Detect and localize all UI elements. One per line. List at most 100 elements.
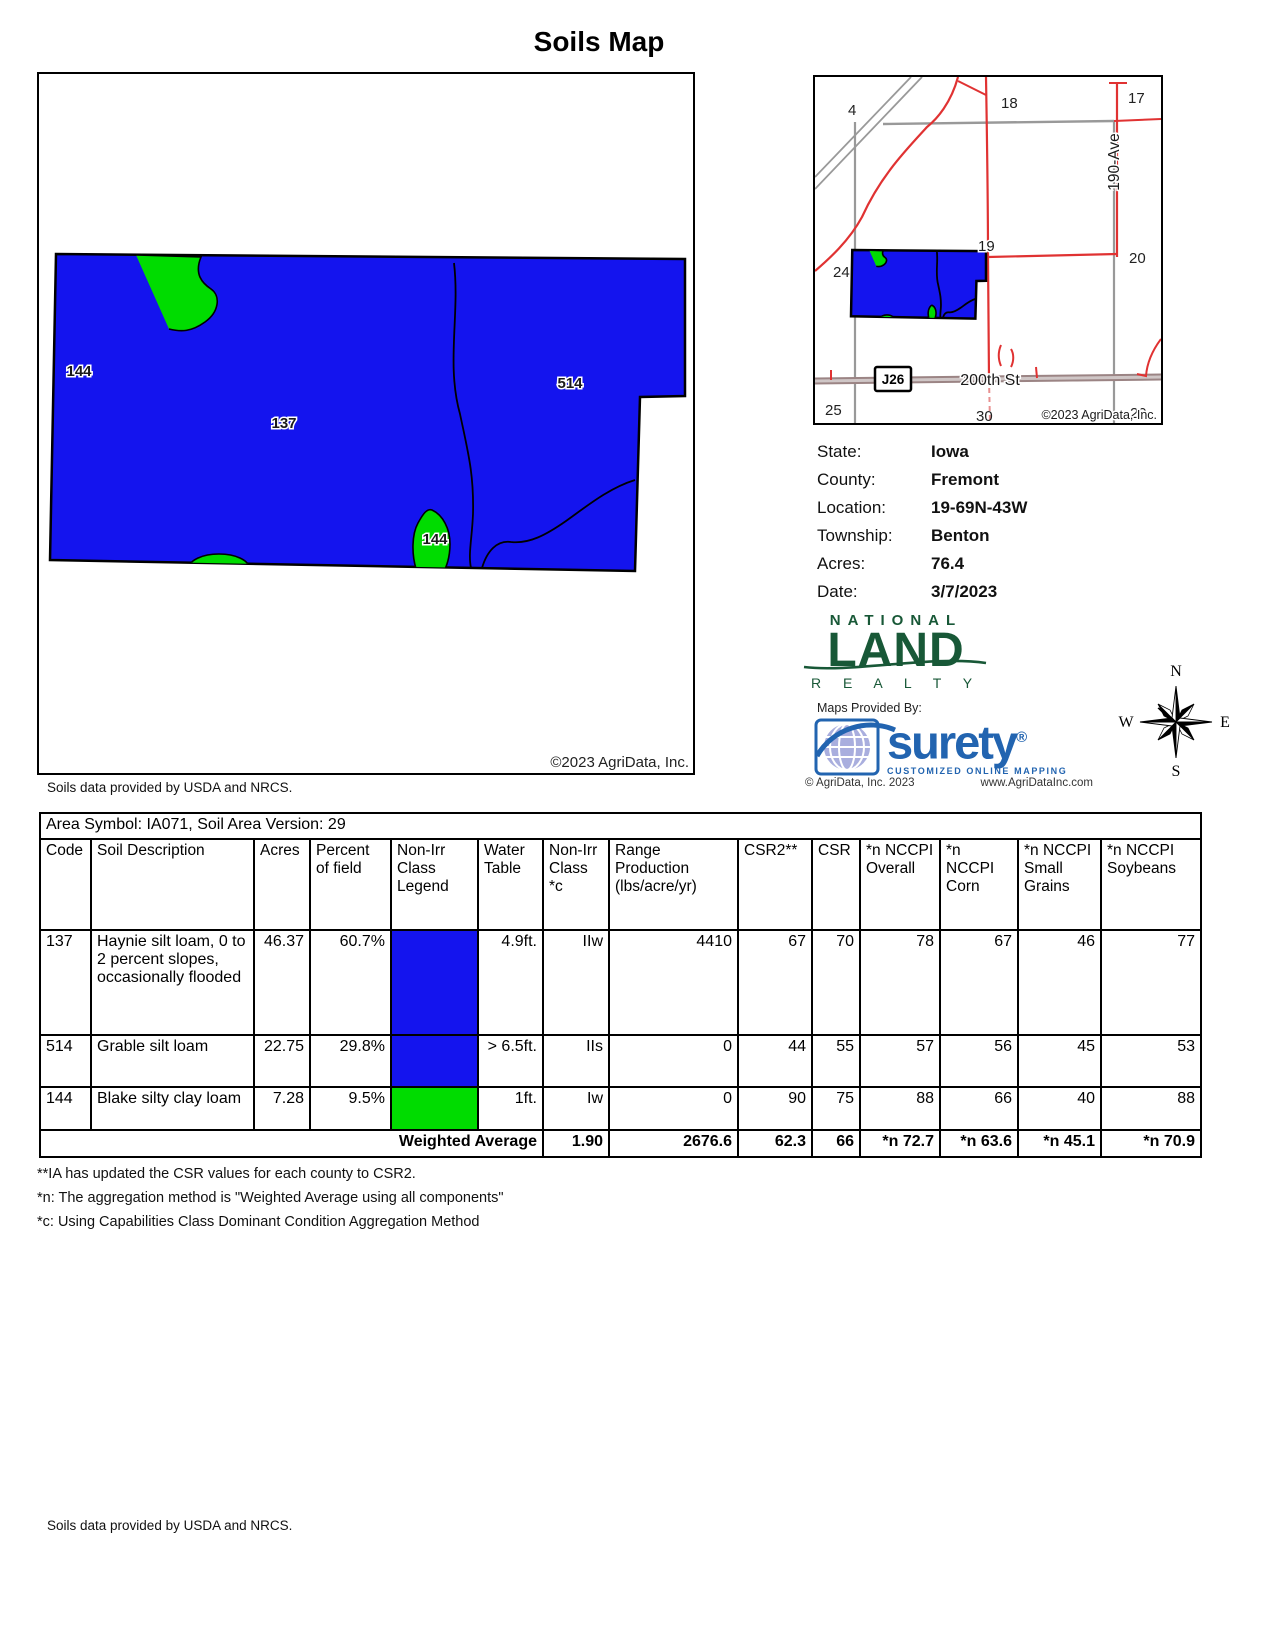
cell-nccpi-corn: 66 bbox=[939, 1086, 1019, 1131]
national-land-realty-logo: NATIONAL LAND R E A L T Y bbox=[803, 612, 987, 691]
wavg-nccpi-corn: *n 63.6 bbox=[939, 1129, 1019, 1158]
maps-provided-by-label: Maps Provided By: bbox=[817, 701, 922, 715]
col-csr2: CSR2** bbox=[737, 838, 813, 931]
map-label-144-west: 144 bbox=[66, 363, 92, 380]
footnote-aggregation: *n: The aggregation method is "Weighted … bbox=[37, 1190, 504, 1206]
wavg-csr2: 62.3 bbox=[737, 1129, 813, 1158]
wavg-range-production: 2676.6 bbox=[608, 1129, 739, 1158]
inset-map-canvas: 4 18 17 24 19 20 25 30 29 190-Ave 200th … bbox=[814, 76, 1162, 425]
surety-logo: surety® CUSTOMIZED ONLINE MAPPING bbox=[813, 716, 1067, 778]
parcel-soil-polygons bbox=[50, 254, 685, 582]
info-row-acres: Acres: 76.4 bbox=[817, 550, 1027, 578]
cell-range-production: 0 bbox=[608, 1086, 739, 1131]
cell-legend-swatch bbox=[390, 1086, 479, 1131]
nlr-swoosh-line bbox=[803, 659, 987, 670]
col-percent-of-field: Percent of field bbox=[309, 838, 392, 931]
map-label-514: 514 bbox=[557, 375, 583, 392]
cell-code: 514 bbox=[39, 1034, 92, 1088]
cell-nccpi-soybeans: 77 bbox=[1100, 929, 1202, 1036]
road-red-squiggle-1 bbox=[997, 344, 1002, 367]
road-label-190-ave: 190-Ave bbox=[1106, 133, 1123, 190]
surety-tagline: CUSTOMIZED ONLINE MAPPING bbox=[887, 765, 1068, 776]
compass-n-label: N bbox=[1170, 663, 1182, 680]
cell-range-production: 0 bbox=[608, 1034, 739, 1088]
cell-description: Haynie silt loam, 0 to 2 percent slopes,… bbox=[90, 929, 255, 1036]
wavg-nccpi-soybeans: *n 70.9 bbox=[1100, 1129, 1202, 1158]
cell-nccpi-corn: 67 bbox=[939, 929, 1019, 1036]
surety-wordmark: surety® CUSTOMIZED ONLINE MAPPING bbox=[887, 716, 1067, 776]
road-diagonal-1 bbox=[814, 76, 912, 178]
main-map-copyright: ©2023 AgriData, Inc. bbox=[550, 754, 689, 771]
col-nccpi-overall: *n NCCPI Overall bbox=[859, 838, 941, 931]
road-horizontal-gray bbox=[882, 119, 1115, 126]
cell-nccpi-soybeans: 53 bbox=[1100, 1034, 1202, 1088]
cell-percent: 29.8% bbox=[309, 1034, 392, 1088]
cell-acres: 22.75 bbox=[253, 1034, 311, 1088]
main-soils-map: 144 137 514 144 ©2023 AgriData, Inc. bbox=[37, 72, 695, 775]
road-diagonal-2 bbox=[814, 76, 923, 190]
highway-shield-j26: J26 bbox=[882, 372, 905, 387]
soils-data-source-note: Soils data provided by USDA and NRCS. bbox=[47, 780, 293, 795]
footnote-capability-class: *c: Using Capabilities Class Dominant Co… bbox=[37, 1214, 480, 1230]
section-20: 20 bbox=[1129, 250, 1146, 267]
col-water-table: Water Table bbox=[477, 838, 544, 931]
soils-table: Area Symbol: IA071, Soil Area Version: 2… bbox=[39, 812, 1202, 1158]
cell-csr2: 44 bbox=[737, 1034, 813, 1088]
surety-copyright-row: © AgriData, Inc. 2023 www.AgriDataInc.co… bbox=[805, 777, 1093, 789]
info-row-date: Date: 3/7/2023 bbox=[817, 578, 1027, 606]
cell-water-table: 4.9ft. bbox=[477, 929, 544, 1036]
acres-value: 76.4 bbox=[931, 554, 965, 573]
area-symbol-header: Area Symbol: IA071, Soil Area Version: 2… bbox=[39, 812, 1202, 840]
cell-acres: 7.28 bbox=[253, 1086, 311, 1131]
property-info: State: Iowa County: Fremont Location: 19… bbox=[817, 438, 1027, 606]
cell-code: 144 bbox=[39, 1086, 92, 1131]
soil-boundary-southeast bbox=[482, 480, 635, 568]
road-red-center-vertical bbox=[984, 76, 991, 380]
cell-nccpi-small-grains: 45 bbox=[1017, 1034, 1102, 1088]
state-label: State: bbox=[817, 442, 862, 461]
weighted-average-row: Weighted Average 1.90 2676.6 62.3 66 *n … bbox=[39, 1129, 1202, 1158]
section-25: 25 bbox=[825, 402, 842, 419]
cell-csr: 70 bbox=[811, 929, 861, 1036]
table-header-row: Code Soil Description Acres Percent of f… bbox=[39, 838, 1202, 931]
road-red-curve-southeast bbox=[1136, 338, 1162, 378]
date-label: Date: bbox=[817, 582, 858, 601]
cell-range-production: 4410 bbox=[608, 929, 739, 1036]
section-30: 30 bbox=[976, 408, 993, 423]
cell-csr2: 67 bbox=[737, 929, 813, 1036]
col-nccpi-small-grains: *n NCCPI Small Grains bbox=[1017, 838, 1102, 931]
road-red-curve-west bbox=[814, 76, 960, 272]
surety-name-text: surety bbox=[887, 715, 1018, 769]
info-row-state: State: Iowa bbox=[817, 438, 1027, 466]
surety-copyright: © AgriData, Inc. 2023 bbox=[805, 777, 915, 789]
soil-area-144-south bbox=[413, 510, 450, 571]
col-nccpi-soybeans: *n NCCPI Soybeans bbox=[1100, 838, 1202, 931]
cell-percent: 9.5% bbox=[309, 1086, 392, 1131]
township-label: Township: bbox=[817, 526, 893, 545]
compass-e-label: E bbox=[1220, 714, 1230, 731]
road-red-northeast bbox=[1113, 118, 1162, 122]
page-title: Soils Map bbox=[533, 26, 665, 57]
cell-csr2: 90 bbox=[737, 1086, 813, 1131]
surety-globe-icon bbox=[814, 718, 897, 776]
inset-map-copyright: ©2023 AgriData, Inc. bbox=[1041, 408, 1157, 422]
compass-s-label: S bbox=[1172, 763, 1181, 780]
road-label-200th-st: 200th St bbox=[960, 372, 1020, 389]
cell-nccpi-small-grains: 40 bbox=[1017, 1086, 1102, 1131]
section-24: 24 bbox=[833, 264, 850, 281]
soil-area-144-west bbox=[136, 255, 217, 331]
highway-shield-box bbox=[873, 365, 913, 393]
location-inset-map: 4 18 17 24 19 20 25 30 29 190-Ave 200th … bbox=[813, 75, 1163, 425]
info-row-location: Location: 19-69N-43W bbox=[817, 494, 1027, 522]
section-19: 19 bbox=[978, 238, 995, 255]
road-red-horizontal-mid bbox=[987, 252, 1118, 259]
nlr-land-text: LAND bbox=[803, 627, 987, 675]
cell-nccpi-overall: 78 bbox=[859, 929, 941, 1036]
cell-class: Iw bbox=[542, 1086, 610, 1131]
table-row-137: 137 Haynie silt loam, 0 to 2 percent slo… bbox=[39, 929, 1202, 1036]
cell-nccpi-overall: 57 bbox=[859, 1034, 941, 1088]
cell-nccpi-soybeans: 88 bbox=[1100, 1086, 1202, 1131]
section-29: 29 bbox=[1130, 405, 1147, 422]
inset-parcel bbox=[851, 250, 986, 321]
